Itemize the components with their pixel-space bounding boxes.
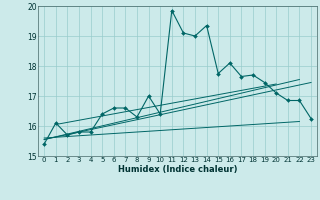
X-axis label: Humidex (Indice chaleur): Humidex (Indice chaleur) [118, 165, 237, 174]
